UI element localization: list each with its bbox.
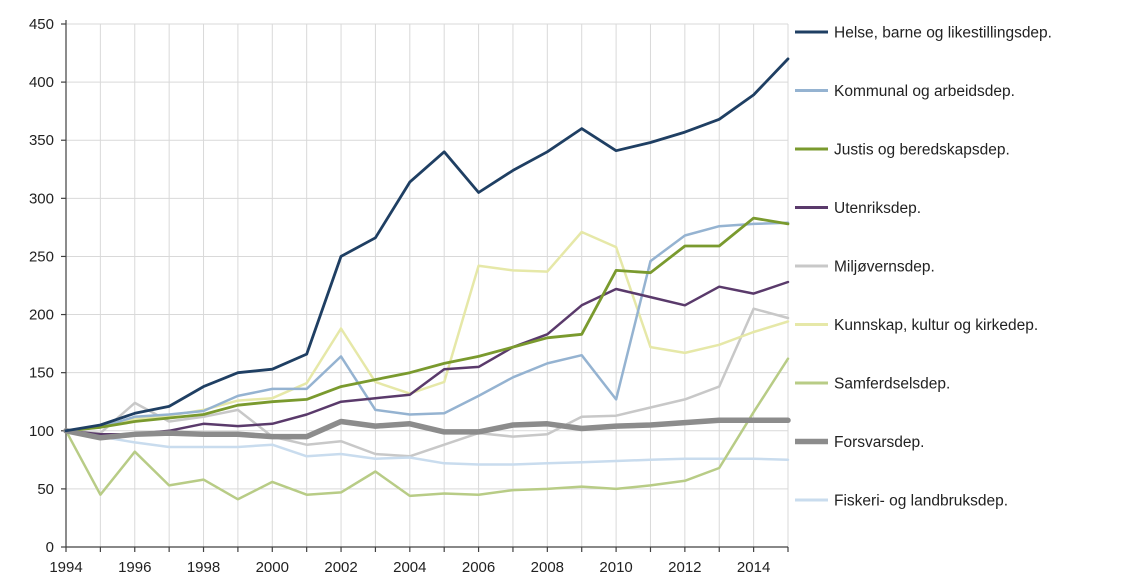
series-line-7 [63,417,791,441]
legend-label: Justis og beredskapsdep. [834,142,1010,159]
series-line-4 [64,307,790,458]
series-line-2 [64,216,790,433]
legend-label: Helse, barne og likestillingsdep. [834,25,1052,42]
series-line-6 [64,357,790,501]
y-tick-label: 300 [29,190,54,207]
x-tick-label: 1998 [187,559,220,576]
x-tick-label: 2008 [531,559,564,576]
x-tick-label: 1996 [118,559,151,576]
series-line-1 [64,221,790,433]
legend-label: Kunnskap, kultur og kirkedep. [834,317,1038,334]
legend-label: Miljøvernsdep. [834,259,935,276]
y-tick-label: 50 [37,481,54,498]
y-tick-label: 400 [29,74,54,91]
x-tick-label: 2010 [599,559,632,576]
x-tick-label: 2002 [324,559,357,576]
x-tick-label: 2000 [256,559,289,576]
x-tick-labels: 1994 1996 1998 2000 2002 2004 2006 2008 2010 2012… [49,559,770,576]
x-tick-label: 2004 [393,559,426,576]
legend-label: Kommunal og arbeidsdep. [834,83,1015,100]
legend-label: Utenriksdep. [834,200,921,217]
legend-label: Samferdselsdep. [834,376,950,393]
y-tick-label: 150 [29,365,54,382]
y-tick-label: 100 [29,423,54,440]
x-tick-label: 2006 [462,559,495,576]
y-tick-label: 350 [29,132,54,149]
series-lines [63,57,791,501]
legend: Helse, barne og likestillingsdep. Kommuna… [795,25,1052,510]
legend-label: Fiskeri- og landbruksdep. [834,493,1008,510]
x-tick-label: 2014 [737,559,770,576]
y-tick-label: 200 [29,307,54,324]
axes [61,20,789,552]
series-line-3 [64,280,790,436]
series-line-8 [64,429,790,466]
x-tick-label: 2012 [668,559,701,576]
y-tick-label: 0 [46,539,54,556]
y-tick-label: 450 [29,16,54,33]
gridlines [66,23,789,547]
legend-label: Forsvarsdep. [834,434,924,451]
series-line-0 [64,57,790,433]
y-tick-labels: 0 50 100 150 200 250 300 350 400 450 [29,16,54,556]
x-tick-label: 1994 [49,559,82,576]
y-tick-label: 250 [29,248,54,265]
